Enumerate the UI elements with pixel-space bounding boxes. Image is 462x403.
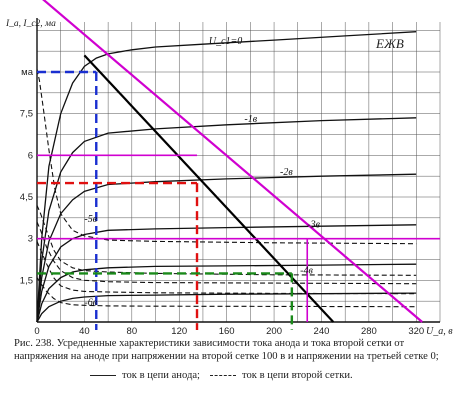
curve-label: -1в: [244, 114, 257, 125]
curve-label: U_c1=0: [209, 36, 242, 47]
x-tick-label: 120: [171, 326, 187, 337]
screen-grid-current-curve: [36, 221, 417, 285]
load-line-black: [83, 54, 335, 323]
x-tick-label: 40: [79, 326, 90, 337]
screen-grid-current-curve: [36, 69, 417, 245]
anode-current-curve: [36, 224, 417, 323]
x-tick-label: 240: [314, 326, 330, 337]
chart-series: [36, 31, 417, 323]
load-line-magenta: [42, 0, 423, 323]
screen-grid-current-curve: [36, 277, 417, 308]
curve-label: -3в: [307, 220, 320, 231]
legend-dashed-label: ток в цепи второй сетки.: [242, 370, 353, 381]
x-tick-label: 80: [127, 326, 138, 337]
chart-overlays: [37, 0, 440, 330]
screen-grid-current-curve: [36, 241, 417, 295]
figure-legend: ток в цепи анода; ток в цепи второй сетки…: [90, 370, 353, 381]
curve-label: -4в: [300, 265, 313, 276]
y-tick-label: 6: [28, 150, 33, 161]
x-tick-label: 160: [219, 326, 235, 337]
curve-label: -6в: [84, 297, 97, 308]
anode-current-curve: [36, 173, 417, 323]
curve-label: -2в: [280, 167, 293, 178]
legend-solid-line: [90, 375, 116, 377]
chart-grid: [36, 18, 441, 323]
curve-label: -5в: [84, 214, 97, 225]
y-tick-label: 7,5: [20, 109, 33, 120]
chart-labels: 0 40 80 120 160 200 240 280 320 1,5 3 4,5 6 7,5 ма U_a,…: [5, 19, 453, 337]
y-tick-label: 3: [28, 234, 33, 245]
stamp-text: ЕЖВ: [375, 36, 404, 51]
y-axis-label: I_a, I_c2, ма: [5, 19, 56, 29]
x-tick-label: 280: [361, 326, 377, 337]
anode-current-curve: [36, 292, 417, 323]
anode-current-curve: [36, 263, 417, 323]
anode-current-curve: [36, 31, 417, 323]
y-tick-label: ма: [21, 67, 34, 78]
x-tick-label: 320: [408, 326, 424, 337]
y-tick-label: 4,5: [20, 192, 33, 203]
x-tick-label: 200: [266, 326, 282, 337]
y-tick-label: 1,5: [20, 275, 33, 286]
x-axis-label: U_a, в: [426, 326, 453, 337]
screen-grid-current-curve: [36, 205, 417, 276]
x-tick-label: 0: [34, 326, 39, 337]
anode-current-curve: [36, 117, 417, 323]
legend-dashed-line: [210, 375, 236, 377]
figure-caption: Рис. 238. Усредненные характеристики зав…: [14, 338, 439, 362]
legend-solid-label: ток в цепи анода;: [122, 370, 200, 381]
